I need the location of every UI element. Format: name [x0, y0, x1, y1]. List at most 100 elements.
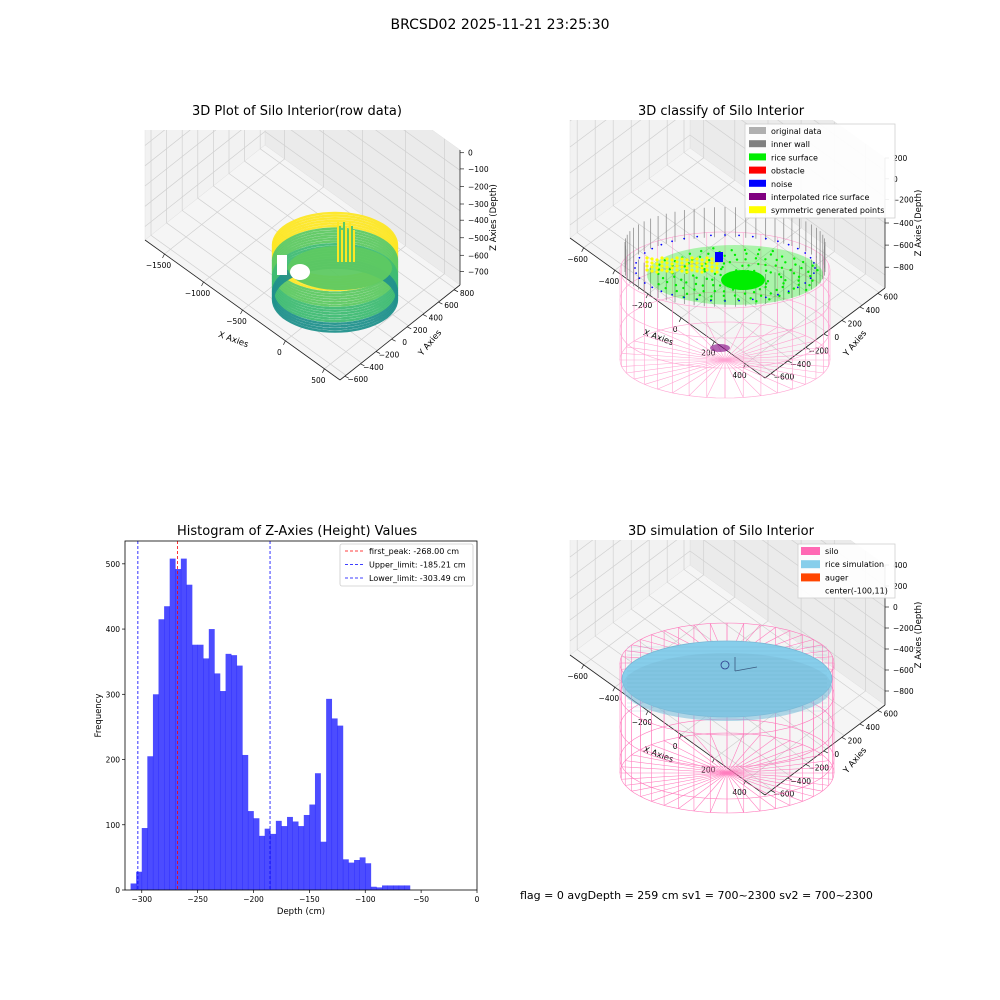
histogram-x-tick-label: 0 — [475, 895, 480, 904]
classify-legend-swatch — [749, 179, 766, 187]
histogram-legend-label: Upper_limit: -185.21 cm — [369, 561, 466, 570]
histogram-bar — [214, 673, 221, 890]
sim-legend-swatch — [801, 547, 820, 555]
histogram-bar — [370, 886, 377, 890]
histogram-bar — [398, 885, 405, 890]
histogram-x-tick-label: −200 — [243, 895, 264, 904]
sim-scene — [619, 622, 835, 814]
histogram-bar — [231, 655, 238, 890]
classify-y-tick-label: −200 — [808, 346, 829, 355]
histogram-bar — [382, 885, 388, 890]
histogram-y-tick-label: 300 — [106, 690, 121, 699]
histogram-plot: −300 −250 −200 −150 −100 −50 0 0 100 200 300 400 500… — [85, 535, 490, 924]
raw-x-tick-label: −1500 — [146, 261, 172, 270]
classify-legend-label: obstacle — [771, 167, 805, 176]
histogram-bar — [158, 619, 165, 890]
sim-z-tick-label: −600 — [893, 666, 914, 675]
plot-title-raw-data: 3D Plot of Silo Interior(row data) — [192, 104, 402, 119]
histogram-bar — [152, 694, 159, 890]
histogram-y-tick-label: 200 — [106, 756, 121, 765]
sim-y-axis-label: Y Axies — [841, 745, 869, 776]
sim-x-tick-label: −600 — [567, 672, 588, 681]
sim-legend: silo rice simulation auger center(-100,11) — [797, 543, 896, 599]
histogram-legend: first_peak: -268.00 cm Upper_limit: -185.… — [339, 543, 474, 587]
raw-spike — [349, 222, 351, 262]
histogram-bar — [387, 885, 394, 890]
raw-y-tick-label: 800 — [460, 289, 475, 298]
raw-y-tick-label: 400 — [429, 313, 444, 322]
histogram-bar — [376, 887, 383, 890]
histogram-bar — [303, 814, 310, 890]
raw-spike — [343, 222, 345, 262]
sim-z-tick-label: −800 — [893, 687, 914, 696]
sim-x-tick-label: −200 — [632, 718, 653, 727]
sim-z-axis-label: Z Axies (Depth) — [914, 602, 924, 669]
classify-x-tick-label: −400 — [599, 277, 620, 286]
sim-x-tick-label: 400 — [732, 788, 747, 797]
histogram-bar — [320, 841, 327, 890]
histogram-x-tick-label: −100 — [355, 895, 376, 904]
classify-legend-swatch — [749, 166, 766, 174]
classify-legend: original data inner wall rice surface obsta… — [744, 123, 896, 219]
figure-title: BRCSD02 2025-11-21 23:25:30 — [390, 17, 610, 33]
raw-x-tick-label: −1000 — [185, 289, 211, 298]
raw-y-tick-label: −600 — [347, 375, 368, 384]
histogram-x-tick-label: −250 — [187, 895, 208, 904]
histogram-x-tick-label: −50 — [413, 895, 429, 904]
raw-z-tick-label: −400 — [468, 216, 489, 225]
histogram-bar — [348, 862, 355, 890]
raw-z-tick-label: −200 — [468, 182, 489, 191]
sim-center-marker — [720, 660, 730, 670]
sim-x-tick-label: −400 — [599, 694, 620, 703]
histogram-x-axis-label: Depth (cm) — [277, 907, 325, 917]
classify-legend-swatch — [749, 206, 766, 214]
histogram-x-tick-label: −300 — [131, 895, 152, 904]
classify-x-tick-label: 400 — [732, 371, 747, 380]
status-footer: flag = 0 avgDepth = 259 cm sv1 = 700~230… — [520, 889, 873, 902]
histogram-bar — [404, 885, 411, 890]
histogram-bar — [219, 691, 226, 890]
raw-gap — [290, 264, 310, 280]
sim-z-tick-label: 0 — [893, 603, 898, 612]
histogram-bar — [393, 885, 400, 890]
sim-y-tick-label: 600 — [884, 709, 899, 718]
histogram-bar — [186, 584, 193, 890]
histogram-bar — [264, 828, 271, 890]
classify-symmetric-points — [645, 256, 719, 274]
classify-y-tick-label: 200 — [848, 319, 863, 328]
histogram-bar — [247, 811, 254, 890]
classify-legend-label: symmetric generated points — [771, 206, 884, 215]
raw-x-tick-label: 0 — [277, 348, 282, 357]
classify-rice-mound — [721, 270, 765, 290]
histogram-bar — [136, 871, 143, 890]
histogram-bar — [331, 718, 338, 890]
raw-spike — [345, 226, 347, 262]
sim-y-tick-label: 400 — [866, 723, 881, 732]
sim-legend-label: center(-100,11) — [825, 587, 888, 596]
sim-z-tick-label: −200 — [893, 624, 914, 633]
histogram-bar — [197, 644, 204, 890]
sim-y-tick-label: 200 — [848, 736, 863, 745]
classify-legend-swatch — [749, 140, 766, 148]
raw-spike — [347, 230, 349, 262]
raw-y-tick-label: 600 — [444, 301, 459, 310]
raw-z-tick-label: −100 — [468, 165, 489, 174]
raw-surface-fill — [288, 246, 392, 290]
histogram-x-tick-label: −150 — [299, 895, 320, 904]
classify-x-tick-label: −200 — [632, 301, 653, 310]
histogram-bar — [180, 558, 187, 890]
raw-spike — [353, 230, 355, 262]
raw-x-tick-label: 500 — [311, 376, 326, 385]
histogram-y-axis-label: Frequency — [94, 694, 104, 738]
histogram-bar — [270, 833, 277, 890]
histogram-bar — [326, 698, 333, 890]
raw-z-tick-label: −300 — [468, 200, 489, 209]
raw-spike — [351, 226, 353, 262]
histogram-bar — [141, 828, 148, 890]
histogram-bar — [203, 658, 210, 890]
raw-z-axis-label: Z Axies (Depth) — [489, 184, 499, 251]
histogram-bar — [275, 820, 282, 890]
histogram-legend-label: first_peak: -268.00 cm — [369, 547, 459, 556]
raw-spike — [337, 222, 339, 262]
raw-spike — [341, 230, 343, 262]
